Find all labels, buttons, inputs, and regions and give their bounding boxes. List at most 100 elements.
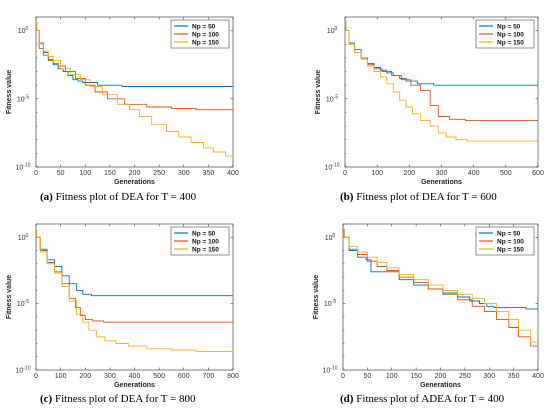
x-tick-label: 300 — [436, 170, 448, 177]
y-tick-label: 100 — [325, 233, 336, 242]
series-line-np-100 — [36, 22, 233, 111]
legend-entry: Np = 50 — [192, 23, 216, 30]
y-tick-exponent: -10 — [23, 163, 30, 169]
x-tick-label: 700 — [203, 373, 215, 380]
caption-label: (d) — [340, 393, 354, 405]
y-tick-label: 100 — [18, 233, 29, 242]
y-tick-base: 10 — [18, 28, 26, 35]
x-tick-label: 0 — [34, 373, 38, 380]
x-tick-label: 250 — [153, 170, 165, 177]
panel-caption: (b) Fitness plot of DEA for T = 600 — [340, 191, 497, 203]
legend-entry: Np = 50 — [497, 23, 521, 30]
y-tick-base: 10 — [18, 235, 26, 242]
y-tick-exponent: -10 — [23, 366, 30, 372]
x-tick-label: 150 — [104, 170, 116, 177]
y-tick-base: 10 — [327, 28, 335, 35]
y-axis-label: Fitness value — [6, 70, 13, 114]
x-tick-label: 100 — [371, 170, 383, 177]
legend-entry: Np = 50 — [497, 230, 521, 237]
x-tick-label: 50 — [57, 170, 65, 177]
x-tick-label: 500 — [500, 170, 512, 177]
x-tick-label: 100 — [79, 170, 91, 177]
x-tick-label: 150 — [410, 373, 422, 380]
y-tick-exponent: -5 — [25, 94, 30, 100]
y-axis-label: Fitness value — [313, 275, 320, 319]
y-tick-label: 100 — [18, 26, 29, 35]
series-line-np-150 — [36, 22, 233, 157]
series-line-np-50 — [36, 230, 233, 297]
x-tick-label: 500 — [153, 373, 165, 380]
x-tick-label: 50 — [363, 373, 371, 380]
legend-entry: Np = 150 — [497, 246, 524, 253]
y-tick-base: 10 — [324, 165, 332, 172]
legend-entry: Np = 100 — [497, 238, 524, 245]
caption-text: Fitness plot of DEA for T = 800 — [52, 393, 196, 405]
series-line-np-150 — [36, 230, 233, 352]
x-tick-label: 800 — [227, 373, 239, 380]
y-tick-label: 10-5 — [17, 94, 29, 103]
caption-label: (a) — [40, 191, 53, 203]
series-line-np-100 — [36, 230, 233, 323]
legend-entry: Np = 100 — [192, 238, 219, 245]
x-tick-label: 600 — [532, 170, 544, 177]
y-tick-exponent: 0 — [335, 26, 338, 32]
chart-panel-c: 0 100 200 300 400 500 600 700 80010010-510-10Gen… — [6, 223, 239, 405]
x-axis-label: Generations — [420, 382, 461, 389]
y-axis-label: Fitness value — [6, 275, 13, 319]
x-tick-label: 300 — [178, 170, 190, 177]
y-tick-exponent: -10 — [332, 163, 339, 169]
x-axis-label: Generations — [114, 382, 155, 389]
panel-caption: (c) Fitness plot of DEA for T = 800 — [40, 393, 196, 405]
x-tick-label: 100 — [386, 373, 398, 380]
x-tick-label: 400 — [532, 373, 544, 380]
y-tick-label: 10-10 — [324, 163, 339, 172]
x-tick-label: 0 — [343, 170, 347, 177]
y-tick-exponent: -5 — [25, 299, 30, 305]
series-line-np-100 — [343, 228, 538, 347]
y-tick-base: 10 — [326, 96, 334, 103]
y-tick-exponent: 0 — [26, 233, 29, 239]
panel-caption: (a) Fitness plot of DEA for T = 400 — [40, 191, 197, 203]
y-tick-base: 10 — [17, 96, 25, 103]
x-tick-label: 100 — [55, 373, 67, 380]
y-tick-exponent: 0 — [333, 233, 336, 239]
legend-entry: Np = 150 — [497, 39, 524, 46]
y-tick-label: 10-10 — [15, 163, 30, 172]
x-tick-label: 400 — [468, 170, 480, 177]
y-tick-base: 10 — [325, 235, 333, 242]
x-tick-label: 0 — [34, 170, 38, 177]
series-line-np-150 — [343, 228, 538, 343]
caption-label: (b) — [340, 191, 354, 203]
chart-panel-a: 0 50 100 150 200 250 300 350 40010010-510-10Gene… — [6, 16, 239, 203]
legend-entry: Np = 100 — [192, 31, 219, 38]
y-tick-base: 10 — [15, 368, 23, 375]
y-tick-exponent: 0 — [26, 26, 29, 32]
chart-panel-b: 0 100 200 300 400 500 60010010-510-10Generatio… — [315, 16, 544, 203]
y-tick-exponent: -10 — [330, 366, 337, 372]
y-tick-label: 100 — [327, 26, 338, 35]
x-axis-label: Generations — [114, 179, 155, 186]
legend-entry: Np = 150 — [192, 39, 219, 46]
y-tick-label: 10-5 — [326, 94, 338, 103]
x-tick-label: 200 — [79, 373, 91, 380]
x-axis-label: Generations — [421, 179, 462, 186]
y-tick-label: 10-5 — [17, 299, 29, 308]
y-axis-label: Fitness value — [315, 70, 322, 114]
y-tick-base: 10 — [324, 301, 332, 308]
x-tick-label: 350 — [203, 170, 215, 177]
caption-text: Fitness plot of DEA for T = 400 — [53, 191, 197, 203]
series-line-np-150 — [345, 20, 538, 142]
legend-entry: Np = 50 — [192, 230, 216, 237]
caption-text: Fitness plot of DEA for T = 600 — [353, 191, 497, 203]
x-tick-label: 350 — [508, 373, 520, 380]
y-tick-label: 10-10 — [322, 366, 337, 375]
y-tick-base: 10 — [15, 165, 23, 172]
x-tick-label: 250 — [459, 373, 471, 380]
x-tick-label: 300 — [104, 373, 116, 380]
x-tick-label: 400 — [227, 170, 239, 177]
y-tick-exponent: -5 — [332, 299, 337, 305]
legend-entry: Np = 100 — [497, 31, 524, 38]
